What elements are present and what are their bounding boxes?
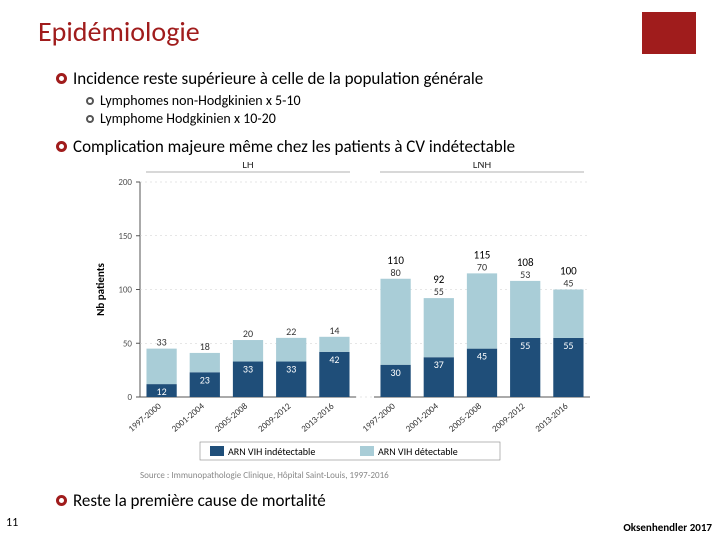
subbullet-lnh: Lymphomes non-Hodgkinien x 5-10 (86, 92, 301, 109)
svg-text:92: 92 (433, 273, 445, 286)
svg-text:1997-2000: 1997-2000 (126, 401, 163, 435)
svg-text:53: 53 (520, 268, 530, 281)
bullet-text: Lymphomes non-Hodgkinien x 5-10 (100, 92, 301, 109)
svg-text:45: 45 (563, 277, 573, 290)
svg-text:ARN VIH détectable: ARN VIH détectable (378, 445, 458, 458)
bullet-ring-icon (56, 495, 67, 506)
svg-text:1997-2000: 1997-2000 (360, 401, 397, 435)
svg-text:33: 33 (157, 336, 167, 349)
svg-text:80: 80 (391, 266, 401, 279)
svg-text:55: 55 (434, 285, 444, 298)
nb-patients-chart: 0 50 100 150 200 Nb patients LH 12 33 1997-2000 23… (90, 162, 600, 482)
svg-text:Source : Immunopathologie Clin: Source : Immunopathologie Clinique, Hôpi… (140, 470, 389, 481)
chart-container: 0 50 100 150 200 Nb patients LH 12 33 1997-2000 23… (90, 162, 600, 482)
svg-text:2001-2004: 2001-2004 (170, 401, 207, 435)
svg-text:42: 42 (329, 353, 339, 366)
svg-text:50: 50 (123, 338, 133, 349)
svg-text:30: 30 (391, 366, 401, 379)
svg-text:200: 200 (118, 177, 132, 188)
footer-reference: Oksenhendler 2017 (623, 521, 712, 534)
svg-text:14: 14 (329, 324, 339, 337)
svg-text:2009-2012: 2009-2012 (490, 401, 527, 435)
svg-text:108: 108 (517, 256, 534, 269)
svg-text:2013-2016: 2013-2016 (533, 401, 570, 435)
subbullet-lh: Lymphome Hodgkinien x 10-20 (86, 110, 276, 127)
svg-text:2013-2016: 2013-2016 (299, 401, 336, 435)
bullet-ring-icon (56, 141, 67, 152)
svg-text:33: 33 (286, 363, 296, 376)
svg-text:70: 70 (477, 260, 487, 273)
svg-text:2005-2008: 2005-2008 (447, 401, 484, 435)
svg-text:55: 55 (563, 339, 573, 352)
svg-text:LNH: LNH (473, 162, 492, 171)
svg-text:2001-2004: 2001-2004 (404, 401, 441, 435)
svg-text:2009-2012: 2009-2012 (256, 401, 293, 435)
svg-text:150: 150 (118, 231, 132, 242)
svg-text:110: 110 (387, 254, 404, 267)
svg-text:LH: LH (242, 162, 254, 171)
svg-text:115: 115 (474, 248, 491, 261)
svg-text:2005-2008: 2005-2008 (213, 401, 250, 435)
svg-text:ARN VIH indétectable: ARN VIH indétectable (228, 445, 315, 458)
svg-text:37: 37 (434, 358, 444, 371)
page-title: Epidémiologie (38, 14, 200, 49)
svg-text:55: 55 (520, 339, 530, 352)
bullet-ring-icon (86, 115, 94, 123)
svg-text:45: 45 (477, 350, 487, 363)
svg-text:12: 12 (157, 385, 167, 398)
page-number: 11 (6, 516, 18, 530)
svg-text:20: 20 (243, 327, 253, 340)
bullet-text: Reste la première cause de mortalité (73, 490, 326, 511)
bullet-text: Lymphome Hodgkinien x 10-20 (100, 110, 276, 127)
bullet-text: Complication majeure même chez les patie… (73, 136, 515, 157)
svg-text:18: 18 (200, 340, 210, 353)
bullet-text: Incidence reste supérieure à celle de la… (73, 68, 483, 89)
accent-box (642, 12, 696, 54)
bullet-ring-icon (86, 97, 94, 105)
svg-text:22: 22 (286, 325, 296, 338)
svg-text:100: 100 (118, 285, 132, 296)
svg-text:0: 0 (127, 392, 132, 403)
bullet-incidence: Incidence reste supérieure à celle de la… (56, 68, 483, 89)
svg-text:23: 23 (200, 373, 210, 386)
svg-text:33: 33 (243, 363, 253, 376)
svg-text:100: 100 (560, 265, 577, 278)
bullet-ring-icon (56, 73, 67, 84)
bullet-mortality: Reste la première cause de mortalité (56, 490, 326, 511)
bullet-complication: Complication majeure même chez les patie… (56, 136, 515, 157)
svg-text:Nb patients: Nb patients (94, 262, 107, 315)
